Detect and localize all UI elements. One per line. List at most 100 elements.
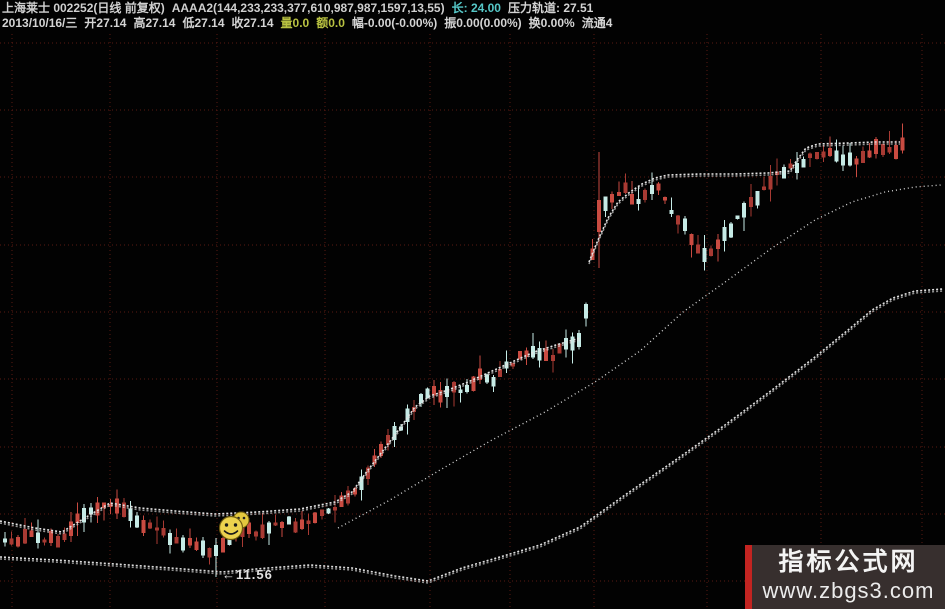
candle [643, 188, 648, 203]
candle [300, 511, 304, 531]
candle [458, 385, 463, 403]
watermark-url: www.zbgs3.com [762, 578, 935, 603]
candle [742, 201, 747, 231]
candle [201, 537, 205, 558]
candle [36, 519, 40, 549]
candle [583, 302, 588, 327]
candle [148, 519, 153, 530]
candle [880, 143, 885, 158]
candle [128, 500, 133, 528]
candle [821, 145, 826, 163]
candle [597, 152, 601, 268]
candle [366, 465, 370, 486]
candle [676, 214, 681, 234]
candle [3, 531, 7, 547]
lower-band-shadow [0, 290, 944, 584]
candle [524, 347, 529, 366]
candle [108, 498, 113, 515]
candle [359, 469, 364, 501]
lower-band [0, 288, 944, 582]
watermark-accent-bar [745, 545, 752, 609]
candle [161, 520, 166, 538]
candle [174, 528, 179, 544]
candle [135, 512, 139, 529]
candle [841, 145, 846, 172]
candle [333, 494, 337, 523]
candle [418, 392, 423, 407]
candle [465, 379, 469, 394]
candle [181, 534, 186, 553]
candle [372, 449, 377, 467]
candle [55, 534, 60, 548]
candle [207, 547, 212, 565]
candle [115, 489, 120, 519]
candle [306, 513, 311, 536]
candle [808, 152, 813, 167]
candle [154, 516, 159, 545]
candle [326, 508, 331, 515]
candle [260, 512, 265, 539]
candle [88, 503, 93, 523]
candle [788, 159, 793, 169]
candle [861, 146, 865, 163]
candle [293, 517, 298, 533]
candle [194, 537, 199, 552]
candle [280, 520, 285, 537]
candle [9, 531, 14, 546]
candle [102, 502, 106, 521]
candle [610, 191, 615, 210]
candle [762, 176, 766, 191]
candle [16, 535, 21, 548]
candle [722, 219, 727, 252]
candle [517, 350, 522, 360]
candle [795, 152, 799, 180]
candle [616, 181, 621, 197]
watermark-text: 指标公式网 www.zbgs3.com [752, 545, 945, 609]
candle [220, 537, 225, 553]
candle [874, 137, 879, 159]
upper-band-left [0, 337, 581, 533]
smiley-marker [212, 508, 254, 551]
candle [22, 518, 27, 545]
upper-band-right [588, 141, 900, 263]
candle [689, 233, 694, 258]
candle [847, 143, 852, 167]
candle [544, 340, 549, 362]
candle [214, 538, 219, 577]
candle [577, 329, 582, 350]
candle [504, 350, 509, 374]
upper-band-right-shadow [588, 143, 900, 265]
candle [550, 348, 555, 373]
candle [267, 520, 271, 546]
candle [900, 123, 905, 154]
candle [319, 509, 324, 520]
candle [537, 341, 542, 368]
candle [313, 512, 318, 524]
upper-band-left-shadow [0, 339, 581, 535]
candle [682, 216, 687, 235]
indicator-lines [0, 141, 944, 584]
candle [801, 156, 806, 168]
candle [636, 187, 641, 211]
candle [511, 362, 516, 369]
watermark-title: 指标公式网 [778, 548, 919, 576]
candle [854, 156, 859, 177]
candle [603, 196, 608, 218]
candle [445, 378, 450, 408]
candle [42, 537, 47, 546]
candle [814, 151, 819, 160]
candle [484, 373, 489, 385]
low-price-label: ←11.56 [222, 567, 273, 582]
candle [735, 215, 740, 220]
candle [663, 196, 667, 205]
candle [75, 502, 80, 537]
candle [669, 197, 674, 218]
candle [273, 514, 278, 526]
candle [623, 173, 628, 194]
candle [828, 136, 832, 158]
candle [253, 530, 258, 541]
candle [768, 164, 773, 202]
mid-trend-line [337, 184, 942, 529]
candle [696, 234, 700, 254]
